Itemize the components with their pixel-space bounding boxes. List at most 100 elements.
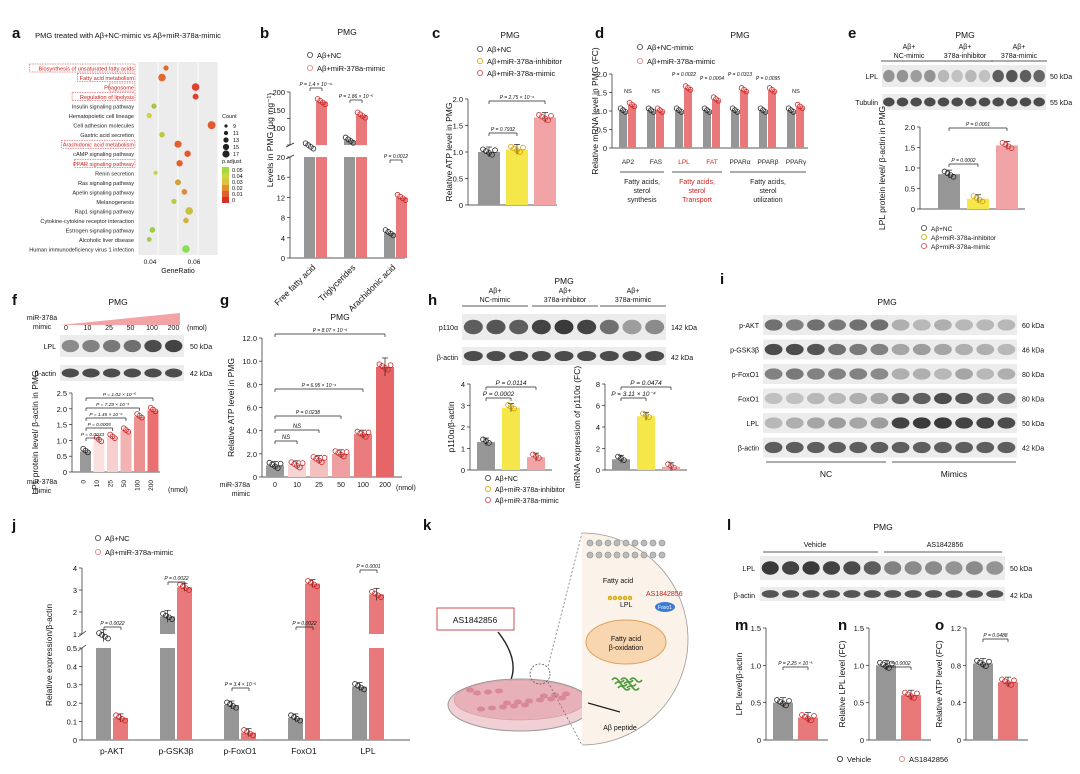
- data-point: [116, 714, 122, 720]
- enrichment-dot: [146, 113, 152, 119]
- tubulin-blot-band: [1033, 97, 1045, 107]
- data-point: [811, 712, 817, 719]
- panel-letter-k: k: [423, 517, 432, 534]
- term-label: Human immunodeficiency virus 1 infection: [29, 248, 134, 254]
- legend-label: Vehicle: [847, 755, 871, 764]
- data-point: [316, 457, 322, 464]
- blot-2-band: [976, 368, 995, 380]
- legend-label: Aβ+miR-378a-mimic: [317, 64, 386, 73]
- data-point: [310, 145, 317, 152]
- blot-3-band: [849, 392, 868, 405]
- bar: [703, 111, 711, 148]
- mitochondrion: [585, 619, 667, 665]
- y-tick-label: 4: [281, 234, 285, 243]
- lpl-blot-band: [123, 339, 142, 353]
- group-label: Fatty acids,: [750, 179, 786, 186]
- y-tick-label: 0.5: [905, 185, 915, 194]
- peptide-squiggle: [623, 681, 637, 687]
- bar: [876, 665, 896, 740]
- dose-tick-label: 200: [379, 482, 391, 489]
- panel-letter-f: f: [12, 292, 18, 309]
- blot-3-band: [934, 392, 952, 405]
- data-point: [659, 109, 666, 115]
- data-point: [112, 435, 118, 441]
- p-value-label: P = 0.0474: [630, 380, 662, 387]
- tubulin-blot-band: [965, 97, 977, 107]
- actin-blot-band: [531, 350, 551, 362]
- term-label: Regulation of lipolysis: [80, 95, 134, 101]
- blot-5-band: [807, 441, 825, 454]
- data-point: [483, 148, 489, 154]
- term-label: Phagosome: [104, 86, 134, 92]
- membrane-lipid: [595, 551, 603, 559]
- bar: [266, 465, 284, 477]
- data-point: [163, 612, 169, 619]
- y-axis-title: Levels in PMG (μg mg⁻¹): [265, 93, 275, 188]
- legend-label: Aβ+miR-378a-mimic: [931, 244, 991, 251]
- p-value-label: P = 0.0022: [672, 72, 696, 78]
- panel-letter-n: n: [838, 617, 847, 634]
- y-tick-label: 1.0: [854, 661, 864, 670]
- data-point: [241, 727, 247, 733]
- y-tick-label: 3: [73, 586, 77, 595]
- enrichment-dot: [163, 65, 169, 71]
- data-point: [350, 140, 357, 146]
- data-point: [362, 434, 369, 440]
- data-point: [357, 430, 364, 437]
- data-point: [247, 730, 253, 737]
- actin-blot-band: [144, 368, 162, 378]
- blot-header: NC-mimic: [480, 297, 511, 304]
- data-point: [299, 460, 306, 466]
- data-point: [480, 436, 486, 443]
- term-label: cAMP signaling pathway: [73, 152, 134, 158]
- data-point: [548, 112, 554, 119]
- p-value-label: P = 1.86 × 10⁻⁵: [339, 94, 374, 100]
- blot-3-band: [785, 392, 804, 405]
- tubulin-blot-band: [883, 97, 895, 107]
- kda-label: 42 kDa: [1010, 593, 1032, 600]
- size-legend-label: 15: [233, 145, 239, 151]
- data-point: [294, 716, 300, 722]
- data-point: [183, 585, 189, 591]
- data-point: [734, 109, 741, 115]
- p-value-label: P = 0.0033: [81, 432, 104, 438]
- blot-3-band: [997, 392, 1016, 405]
- term-label: Renin secretion: [95, 171, 134, 177]
- group-label: Mimics: [941, 469, 967, 479]
- data-point: [774, 697, 780, 703]
- data-point: [621, 457, 627, 463]
- y-tick-label: 0: [461, 466, 465, 475]
- membrane-lipid: [658, 539, 666, 547]
- data-point: [125, 429, 132, 435]
- blot-2-band: [997, 368, 1016, 380]
- legend-marker: [484, 496, 491, 503]
- data-point: [646, 414, 652, 420]
- data-point: [365, 429, 372, 436]
- data-point: [139, 414, 145, 421]
- blot-4-band: [891, 417, 910, 429]
- group-label: Transport: [682, 197, 712, 204]
- enrichment-dot: [153, 170, 158, 175]
- size-legend-dot: [223, 137, 229, 143]
- enrichment-dot: [207, 121, 216, 130]
- color-legend-label: 0.05: [232, 168, 243, 174]
- y-tick-label: 2.0: [247, 450, 257, 459]
- peptide-squiggle: [626, 685, 640, 691]
- data-point: [387, 362, 394, 368]
- bar: [356, 115, 367, 145]
- actin-blot-band: [102, 368, 121, 378]
- blot-5-band: [976, 441, 995, 454]
- data-point: [790, 109, 797, 115]
- lpl-blot-band: [82, 339, 100, 353]
- data-point: [376, 361, 383, 368]
- term-label: Insulin signaling pathway: [72, 105, 134, 111]
- y-tick-label: 1.5: [854, 624, 864, 633]
- data-point: [321, 455, 328, 461]
- dose-value: 50: [127, 325, 135, 332]
- bar: [901, 695, 921, 740]
- blot-2-band: [934, 368, 952, 380]
- lpl-blot-band: [937, 69, 950, 83]
- panel-letter-e: e: [848, 25, 856, 42]
- p-value-label: P = 6.95 × 10⁻⁴: [302, 383, 337, 389]
- y-axis-title: p110α/β-actin: [446, 401, 456, 453]
